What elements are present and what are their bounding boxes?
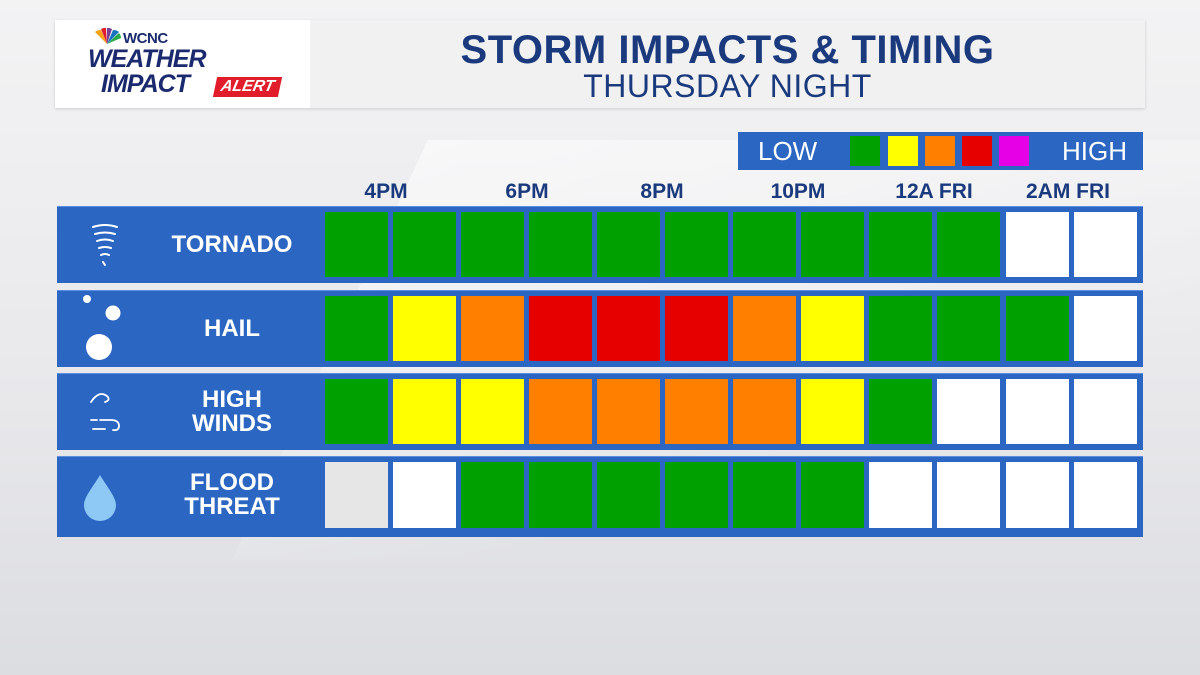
legend-swatch-moderate	[925, 136, 955, 166]
impact-row-hail: HAIL	[57, 290, 1143, 367]
impact-cell-low	[529, 212, 593, 277]
impact-row-tornado: TORNADO	[57, 206, 1143, 283]
impact-cell-low	[461, 212, 525, 277]
time-label: 12A FRI	[895, 180, 973, 203]
impact-cell-low	[665, 212, 729, 277]
legend-swatch-low	[850, 136, 880, 166]
raindrop-icon	[84, 475, 116, 521]
impact-cell-minor	[393, 296, 457, 361]
impact-cell-low	[733, 212, 797, 277]
impact-cell-none	[1005, 212, 1069, 277]
impact-cell-moderate	[597, 379, 661, 444]
impact-cell-low	[869, 379, 933, 444]
impact-cell-low	[461, 462, 525, 528]
time-label: 2AM FRI	[1026, 180, 1110, 203]
legend-low-label: LOW	[758, 136, 818, 166]
impact-cell-moderate	[733, 296, 797, 361]
time-label: 8PM	[640, 180, 684, 203]
impact-cell-na	[325, 462, 388, 528]
header-bar: WCNC WEATHER IMPACT ALERT STORM IMPACTS …	[55, 20, 1145, 108]
impact-cell-high	[529, 296, 593, 361]
row-label: FLOOD THREAT	[184, 469, 280, 520]
impact-cell-minor	[393, 379, 457, 444]
station-callsign: WCNC	[123, 30, 168, 47]
tornado-icon	[92, 224, 118, 266]
impact-cell-low	[1005, 296, 1069, 361]
time-label: 4PM	[364, 180, 408, 203]
impact-cell-none	[1005, 462, 1069, 528]
impact-cell-low	[869, 296, 933, 361]
impact-cell-none	[937, 462, 1001, 528]
impact-cell-none	[1005, 379, 1069, 444]
time-axis: 4PM 6PM 8PM 10PM 12A FRI 2AM FRI	[0, 178, 1200, 206]
impact-cell-minor	[801, 296, 865, 361]
impact-cell-low	[597, 462, 661, 528]
impact-cell-low	[529, 462, 593, 528]
brand-impact: IMPACT	[101, 70, 190, 98]
impact-row-high-winds: HIGH WINDS	[57, 373, 1143, 450]
impact-legend: LOW HIGH	[738, 132, 1143, 170]
brand-alert: ALERT	[212, 77, 283, 97]
impact-cell-moderate	[461, 296, 525, 361]
impact-cell-low	[597, 212, 661, 277]
impact-cell-moderate	[665, 379, 729, 444]
impact-row-flood-threat: FLOOD THREAT	[57, 456, 1143, 537]
impact-cell-none	[1073, 379, 1137, 444]
wind-icon	[90, 393, 120, 432]
impact-cell-low	[665, 462, 729, 528]
impact-cell-none	[1073, 212, 1137, 277]
impact-cell-none	[1073, 296, 1137, 361]
impact-cell-none	[1073, 462, 1137, 528]
page-title: STORM IMPACTS & TIMING	[460, 28, 995, 72]
impact-cell-none	[393, 462, 457, 528]
impact-cell-moderate	[733, 379, 797, 444]
station-logo: WCNC WEATHER IMPACT ALERT	[55, 20, 310, 108]
impact-cell-moderate	[529, 379, 593, 444]
brand-weather: WEATHER	[88, 45, 207, 73]
impact-cell-low	[801, 212, 865, 277]
impact-cell-low	[937, 296, 1001, 361]
legend-swatch-minor	[888, 136, 918, 166]
page-subtitle: THURSDAY NIGHT	[583, 68, 872, 104]
peacock-icon	[95, 28, 121, 44]
legend-swatch-extreme	[999, 136, 1029, 166]
impact-cell-low	[393, 212, 457, 277]
impact-cell-low	[937, 212, 1001, 277]
impact-cell-minor	[461, 379, 525, 444]
impact-cell-low	[325, 212, 388, 277]
impact-cell-low	[733, 462, 797, 528]
impact-cell-none	[869, 462, 933, 528]
time-label: 6PM	[505, 180, 549, 203]
row-label: HAIL	[204, 315, 260, 342]
impact-cell-minor	[801, 379, 865, 444]
time-label: 10PM	[770, 180, 826, 203]
legend-swatch-high	[962, 136, 992, 166]
impact-cell-none	[937, 379, 1001, 444]
impact-cell-low	[325, 296, 388, 361]
impact-cell-high	[665, 296, 729, 361]
row-label: HIGH WINDS	[192, 386, 272, 437]
row-label: TORNADO	[171, 231, 293, 258]
impact-cell-low	[801, 462, 865, 528]
legend-high-label: HIGH	[1062, 136, 1127, 166]
impact-cell-high	[597, 296, 661, 361]
impact-cell-low	[869, 212, 933, 277]
hail-icon	[83, 295, 121, 360]
impact-cell-low	[325, 379, 388, 444]
